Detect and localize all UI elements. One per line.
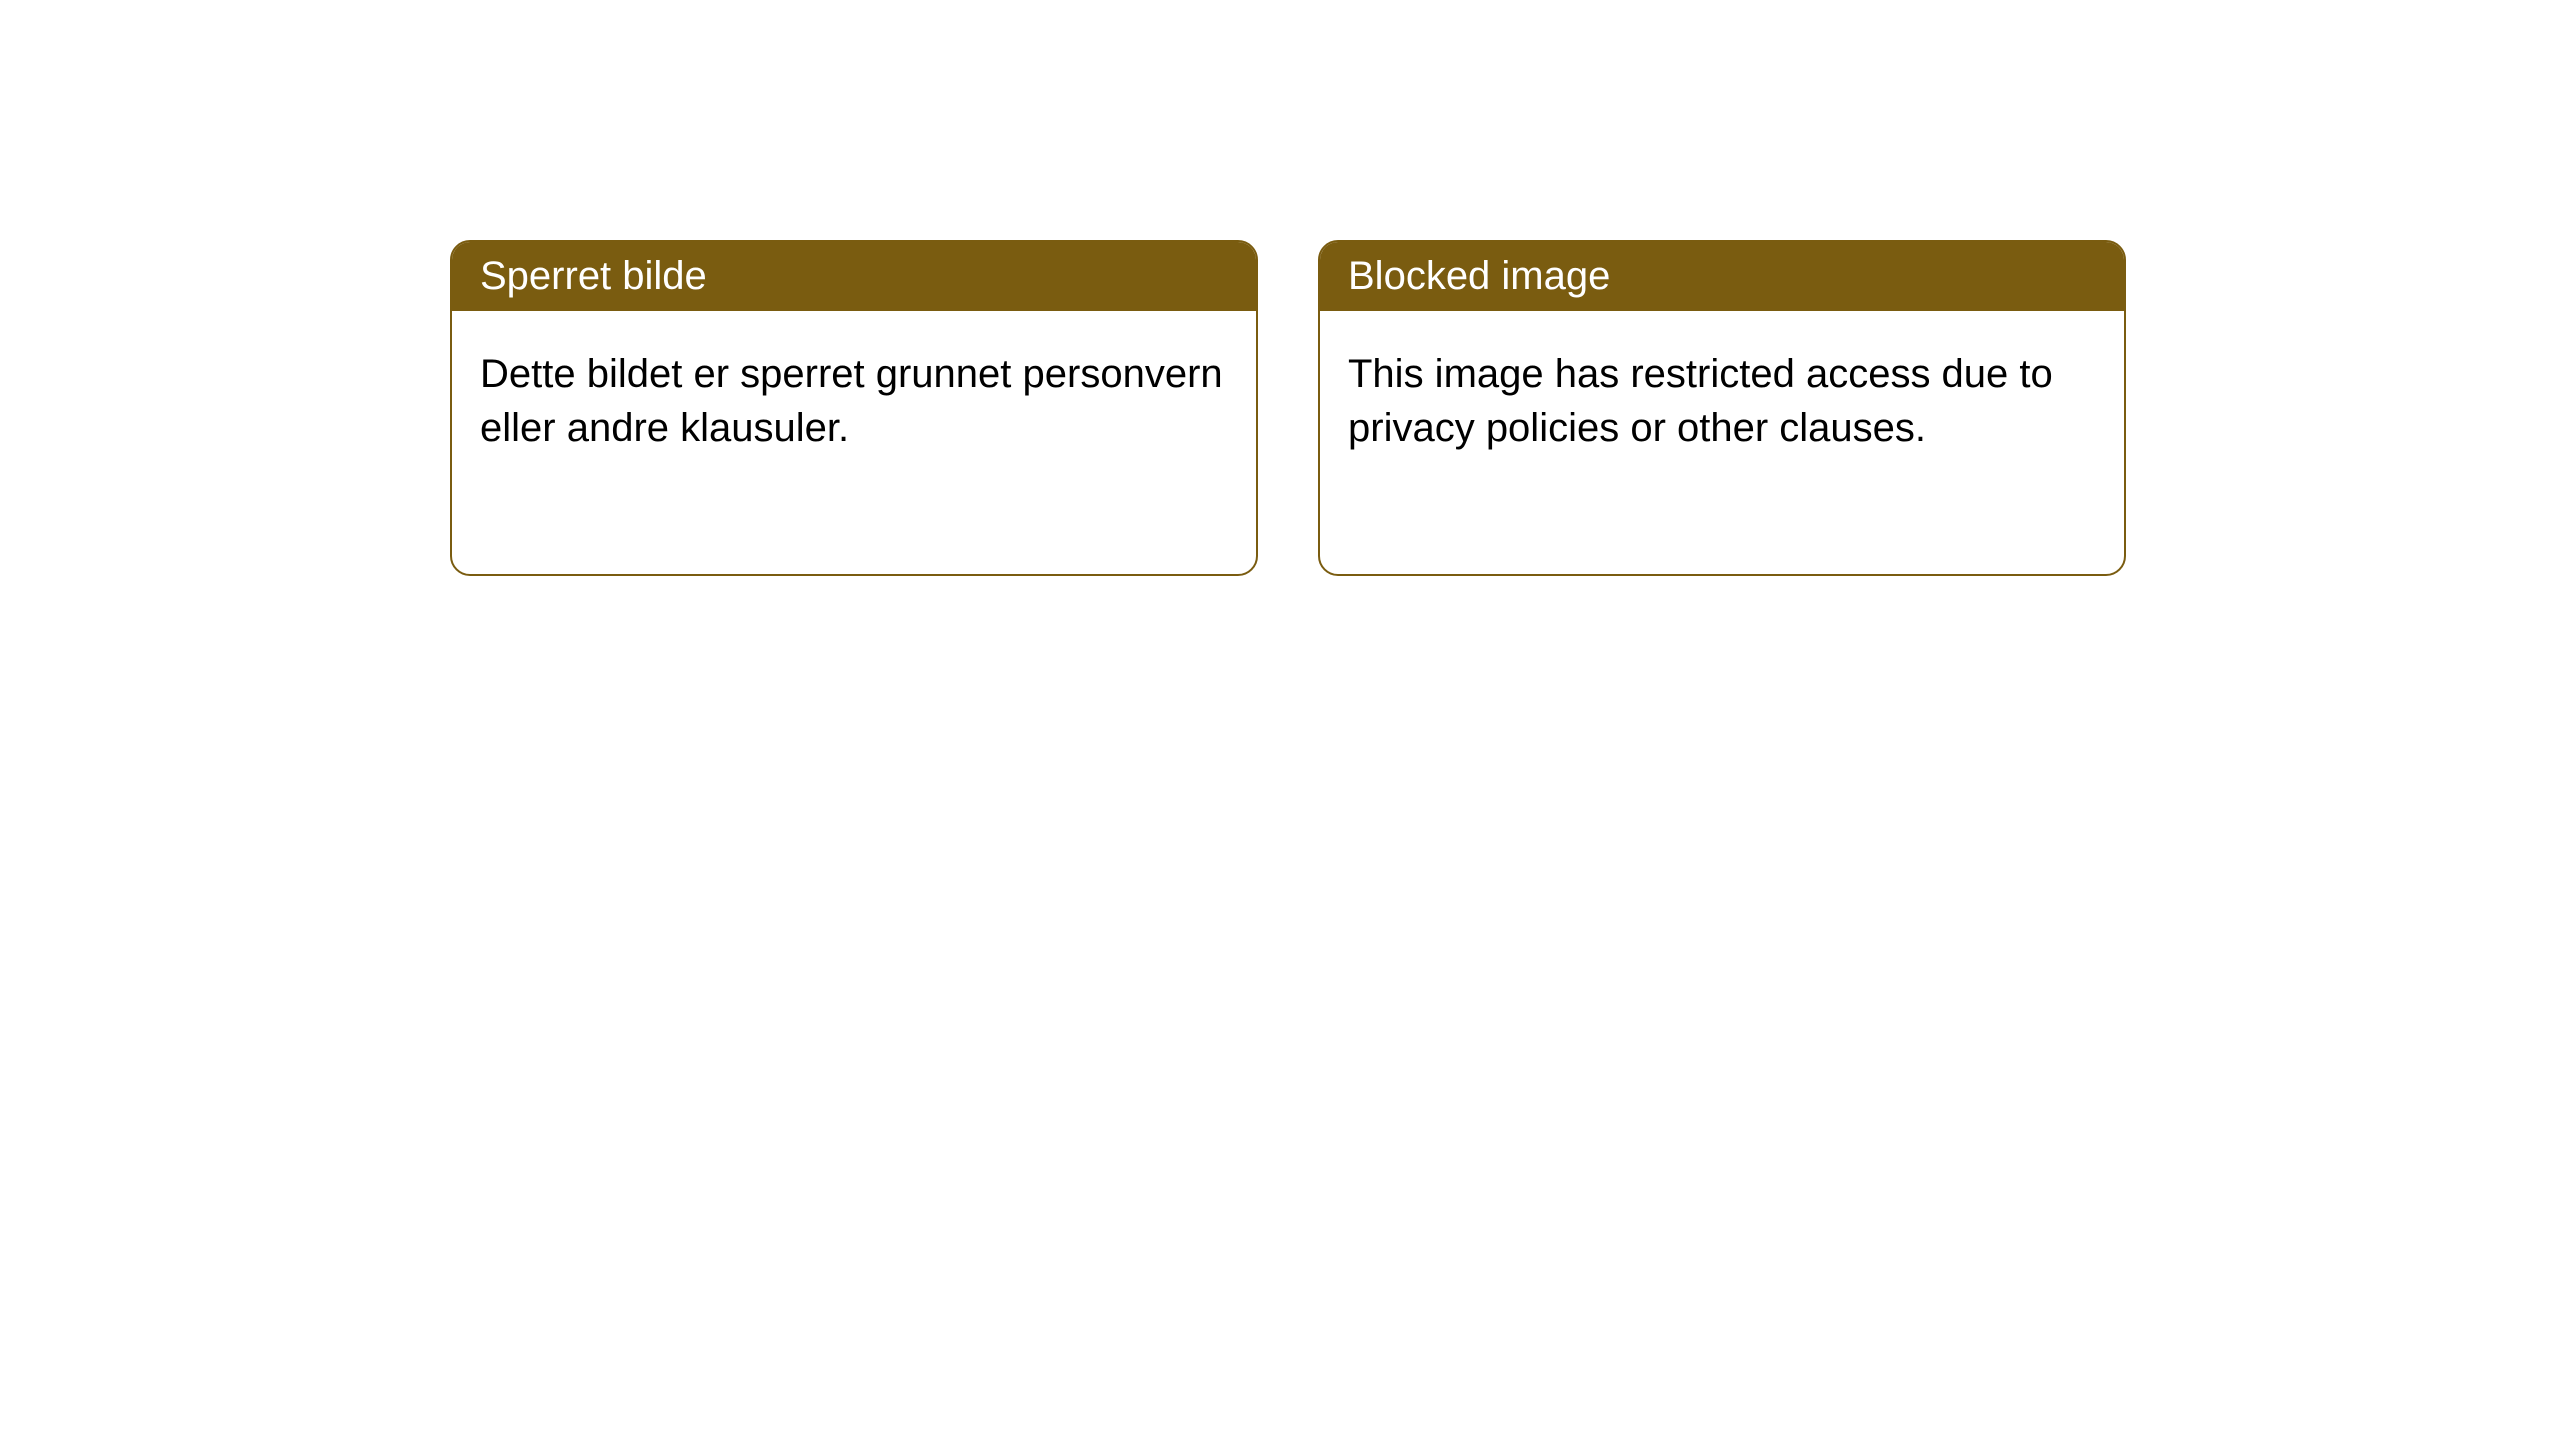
- notice-container: Sperret bilde Dette bildet er sperret gr…: [0, 0, 2560, 576]
- notice-title: Sperret bilde: [480, 254, 707, 298]
- notice-card-norwegian: Sperret bilde Dette bildet er sperret gr…: [450, 240, 1258, 576]
- notice-card-body: Dette bildet er sperret grunnet personve…: [452, 311, 1256, 491]
- notice-body-text: This image has restricted access due to …: [1348, 352, 2053, 450]
- notice-card-english: Blocked image This image has restricted …: [1318, 240, 2126, 576]
- notice-card-header: Blocked image: [1320, 242, 2124, 311]
- notice-body-text: Dette bildet er sperret grunnet personve…: [480, 352, 1223, 450]
- notice-card-body: This image has restricted access due to …: [1320, 311, 2124, 491]
- notice-card-header: Sperret bilde: [452, 242, 1256, 311]
- notice-title: Blocked image: [1348, 254, 1610, 298]
